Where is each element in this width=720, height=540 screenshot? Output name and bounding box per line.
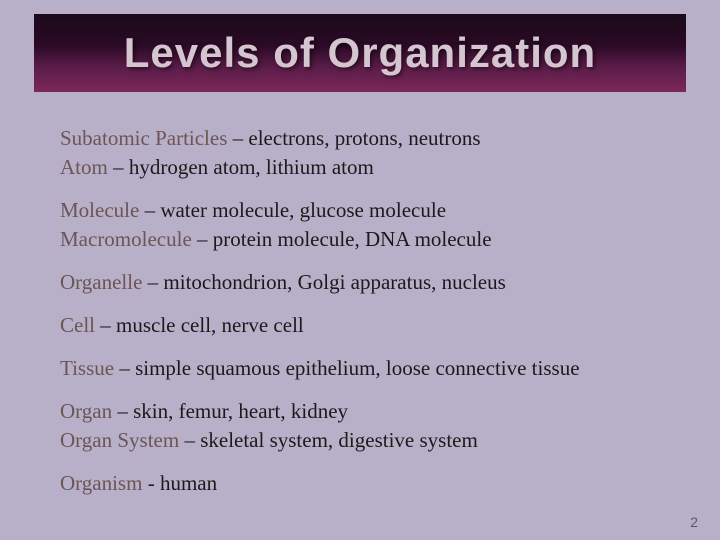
level-term: Cell xyxy=(60,313,95,337)
level-line: Atom – hydrogen atom, lithium atom xyxy=(60,153,660,182)
level-desc: - human xyxy=(142,471,217,495)
level-term: Molecule xyxy=(60,198,139,222)
level-group: Organ – skin, femur, heart, kidney Organ… xyxy=(60,397,660,455)
level-term: Macromolecule xyxy=(60,227,192,251)
page-number: 2 xyxy=(690,514,698,530)
level-group: Organism - human xyxy=(60,469,660,498)
level-line: Organelle – mitochondrion, Golgi apparat… xyxy=(60,268,660,297)
level-line: Cell – muscle cell, nerve cell xyxy=(60,311,660,340)
level-term: Organ xyxy=(60,399,112,423)
level-group: Cell – muscle cell, nerve cell xyxy=(60,311,660,340)
level-desc: – skin, femur, heart, kidney xyxy=(112,399,348,423)
level-term: Subatomic Particles xyxy=(60,126,227,150)
level-group: Molecule – water molecule, glucose molec… xyxy=(60,196,660,254)
title-box: Levels of Organization xyxy=(34,14,686,92)
level-desc: – electrons, protons, neutrons xyxy=(227,126,480,150)
level-desc: – skeletal system, digestive system xyxy=(179,428,478,452)
level-line: Organ – skin, femur, heart, kidney xyxy=(60,397,660,426)
slide-title: Levels of Organization xyxy=(124,29,596,77)
level-term: Tissue xyxy=(60,356,114,380)
level-line: Macromolecule – protein molecule, DNA mo… xyxy=(60,225,660,254)
level-line: Tissue – simple squamous epithelium, loo… xyxy=(60,354,660,383)
level-term: Organism xyxy=(60,471,142,495)
level-group: Tissue – simple squamous epithelium, loo… xyxy=(60,354,660,383)
level-term: Atom xyxy=(60,155,108,179)
level-desc: – simple squamous epithelium, loose conn… xyxy=(114,356,579,380)
level-term: Organ System xyxy=(60,428,179,452)
level-line: Subatomic Particles – electrons, protons… xyxy=(60,124,660,153)
level-line: Molecule – water molecule, glucose molec… xyxy=(60,196,660,225)
level-desc: – hydrogen atom, lithium atom xyxy=(108,155,374,179)
level-group: Organelle – mitochondrion, Golgi apparat… xyxy=(60,268,660,297)
level-desc: – muscle cell, nerve cell xyxy=(95,313,304,337)
level-desc: – water molecule, glucose molecule xyxy=(139,198,446,222)
level-term: Organelle xyxy=(60,270,142,294)
level-desc: – mitochondrion, Golgi apparatus, nucleu… xyxy=(142,270,505,294)
slide-content: Subatomic Particles – electrons, protons… xyxy=(60,124,660,498)
level-group: Subatomic Particles – electrons, protons… xyxy=(60,124,660,182)
level-desc: – protein molecule, DNA molecule xyxy=(192,227,492,251)
level-line: Organ System – skeletal system, digestiv… xyxy=(60,426,660,455)
level-line: Organism - human xyxy=(60,469,660,498)
